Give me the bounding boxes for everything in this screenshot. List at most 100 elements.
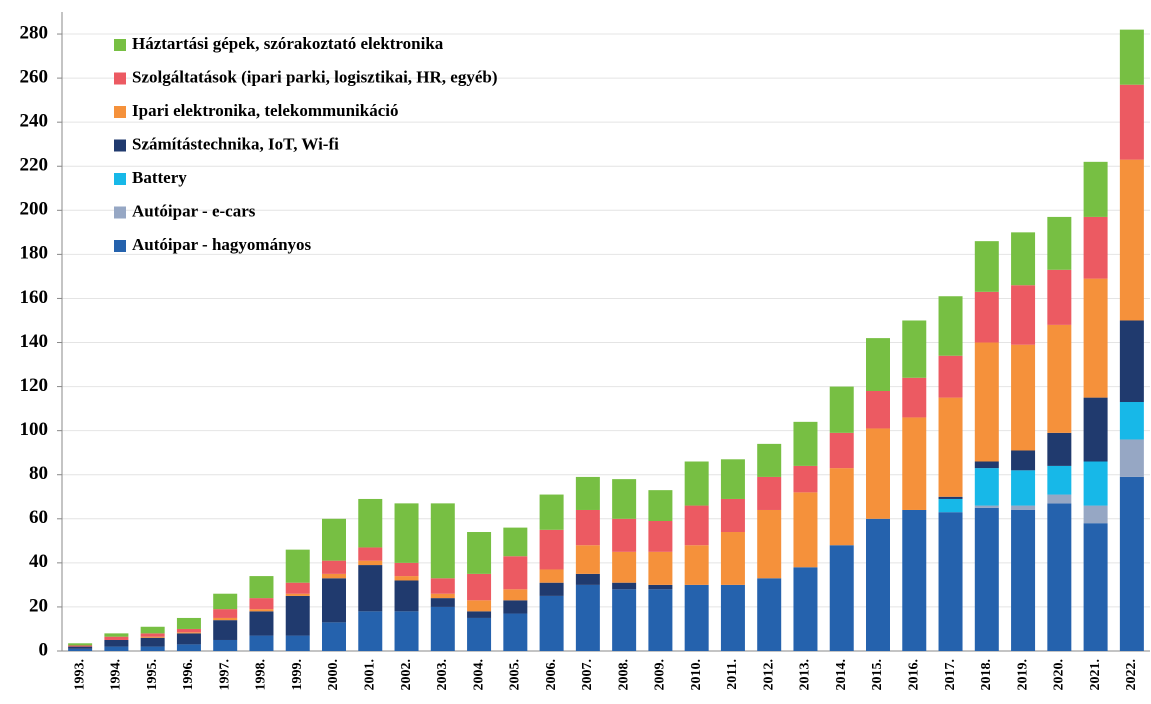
bar-segment	[938, 355, 963, 398]
bar-segment	[503, 527, 528, 557]
bar-segment	[104, 636, 129, 640]
bar-segment	[249, 598, 274, 610]
bar-segment	[394, 576, 419, 581]
bar-segment	[176, 617, 201, 629]
x-tick-label: 2014.	[834, 659, 849, 691]
bar-segment	[902, 320, 927, 378]
bar-segment	[974, 342, 999, 462]
bar-segment	[1047, 503, 1072, 651]
bar-segment	[1047, 432, 1072, 466]
bar-segment	[902, 417, 927, 510]
bar-segment	[793, 465, 818, 493]
bar-segment	[1011, 450, 1036, 471]
legend-label: Ipari elektronika, telekommunikáció	[132, 101, 399, 120]
bar-segment	[140, 637, 165, 647]
y-tick-label: 220	[20, 155, 49, 176]
bar-segment	[140, 633, 165, 637]
x-tick-label: 2018.	[979, 659, 994, 691]
bar-segment	[430, 598, 455, 607]
legend-swatch	[114, 206, 126, 219]
legend-label: Háztartási gépek, szórakoztató elektroni…	[132, 34, 444, 53]
bar-segment	[575, 545, 600, 574]
bar-segment	[249, 609, 274, 612]
x-tick-label: 1993.	[72, 659, 87, 691]
bar-segment	[394, 580, 419, 612]
bar-segment	[793, 492, 818, 568]
bar-segment	[104, 646, 129, 651]
bar-segment	[684, 505, 709, 546]
bar-segment	[1119, 320, 1144, 403]
bar-segment	[1119, 476, 1144, 651]
bar-segment	[176, 628, 201, 633]
x-tick-label: 1998.	[254, 659, 269, 691]
bar-segment	[757, 578, 782, 651]
bar-segment	[285, 593, 310, 596]
bar-segment	[648, 589, 673, 651]
bar-segment	[249, 576, 274, 599]
bar-segment	[358, 498, 383, 548]
bar-segment	[213, 593, 238, 610]
bar-segment	[176, 644, 201, 651]
legend-label: Számítástechnika, IoT, Wi-fi	[132, 134, 339, 153]
y-tick-label: 40	[29, 551, 48, 572]
bar-segment	[974, 461, 999, 469]
bar-segment	[757, 509, 782, 579]
x-tick-label: 2002.	[399, 659, 414, 691]
x-tick-label: 2008.	[616, 659, 631, 691]
bar-segment	[866, 390, 890, 429]
bar-segment	[757, 443, 782, 477]
bar-segment	[176, 633, 201, 645]
bar-segment	[974, 291, 999, 343]
bar-segment	[503, 589, 528, 601]
bar-segment	[503, 613, 528, 651]
x-tick-label: 2007.	[580, 659, 595, 691]
bar-segment	[793, 421, 818, 466]
x-tick-label: 2021.	[1088, 659, 1103, 691]
bar-segment	[575, 573, 600, 585]
bar-segment	[612, 582, 637, 590]
bar-segment	[430, 593, 455, 599]
bar-segment	[938, 397, 963, 497]
x-tick-label: 2006.	[544, 659, 559, 691]
bar-segment	[1011, 509, 1036, 651]
bar-segment	[866, 338, 890, 391]
bar-segment	[249, 635, 274, 651]
bar-segment	[648, 490, 673, 521]
bar-segment	[648, 551, 673, 585]
bar-segment	[648, 584, 673, 590]
y-tick-label: 140	[20, 331, 49, 352]
bar-segment	[1119, 159, 1144, 321]
x-tick-label: 2009.	[653, 659, 668, 691]
bar-segment	[394, 562, 419, 577]
bar-segment	[829, 386, 854, 433]
bar-segment	[1083, 161, 1108, 217]
bar-segment	[104, 639, 129, 647]
x-tick-label: 2011.	[725, 659, 740, 690]
bar-segment	[720, 532, 745, 585]
bar-segment	[539, 582, 564, 596]
bar-segment	[249, 611, 274, 636]
bar-segment	[467, 532, 492, 574]
y-tick-label: 160	[20, 287, 49, 308]
x-tick-label: 2019.	[1015, 659, 1030, 691]
bar-segment	[1047, 269, 1072, 325]
bar-segment	[467, 600, 492, 612]
bar-segment	[430, 606, 455, 651]
x-tick-label: 1994.	[109, 659, 124, 691]
x-tick-label: 2022.	[1124, 659, 1139, 691]
legend-label: Autóipar - e-cars	[132, 201, 256, 220]
bar-segment	[358, 565, 383, 612]
bar-segment	[1083, 505, 1108, 524]
x-tick-label: 2020.	[1052, 659, 1067, 691]
bar-segment	[467, 611, 492, 618]
bar-segment	[213, 639, 238, 651]
bar-segment	[684, 545, 709, 585]
bar-segment	[285, 595, 310, 636]
y-tick-label: 180	[20, 243, 49, 264]
bar-segment	[974, 507, 999, 651]
bar-segment	[575, 476, 600, 510]
bar-segment	[322, 573, 346, 579]
x-tick-label: 2001.	[362, 659, 377, 691]
bar-segment	[68, 648, 93, 651]
